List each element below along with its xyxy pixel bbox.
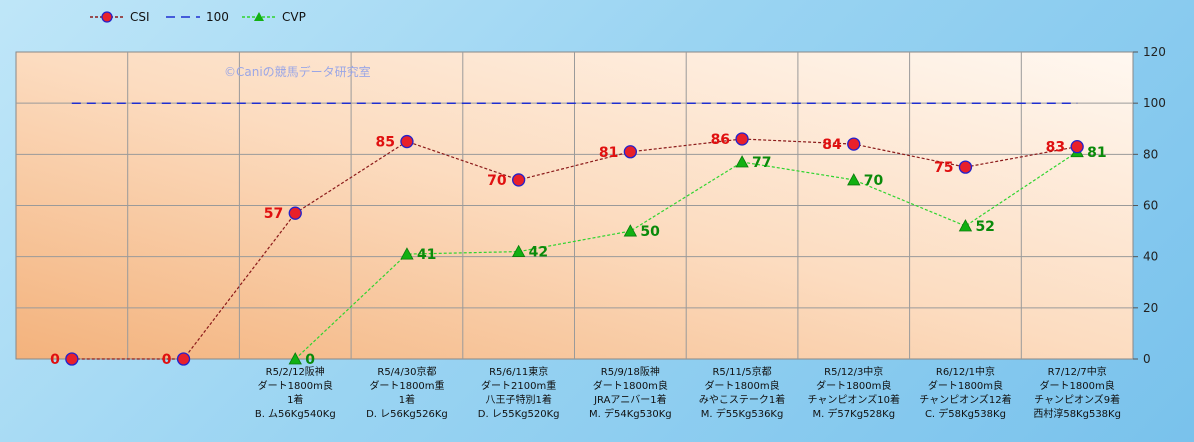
- x-category-line: チャンピオンズ9着: [1034, 393, 1120, 406]
- csi-data-label: 70: [487, 173, 507, 189]
- legend-label: CSI: [130, 10, 150, 24]
- x-category-line: 1着: [287, 393, 303, 406]
- x-category-label: R5/11/5京都ダート1800m良みやこステーク1着 M. デ55Kg536Kg: [699, 365, 785, 420]
- x-category-line: R7/12/7中京: [1048, 365, 1107, 378]
- cvp-data-label: 50: [640, 224, 660, 240]
- x-category-label: R5/12/3中京ダート1800m良チャンピオンズ10着 M. デ57Kg528K…: [808, 365, 900, 420]
- x-category-line: チャンピオンズ10着: [808, 393, 900, 406]
- csi-marker: [623, 145, 637, 159]
- x-category-line: R5/4/30京都: [377, 365, 436, 378]
- x-category-line: D. レ55Kg520Kg: [478, 409, 560, 420]
- x-category-line: ダート2100m重: [481, 379, 556, 392]
- cvp-data-label: 77: [752, 155, 771, 171]
- cvp-data-label: 42: [529, 245, 548, 261]
- x-category-line: R5/11/5京都: [712, 365, 771, 378]
- cvp-data-label: 70: [864, 173, 884, 189]
- x-category-line: M. デ57Kg528Kg: [812, 407, 895, 420]
- y-tick-label: 100: [1143, 96, 1166, 110]
- x-category-line: ダート1800m良: [258, 379, 333, 392]
- x-category-line: ダート1800m良: [816, 379, 891, 392]
- csi-marker: [735, 132, 749, 146]
- series-group: 0 41 42 50 77 70 52 81 0 0 57 85 70 81 86 84 75 83: [50, 102, 1107, 368]
- y-tick-label: 0: [1143, 352, 1151, 366]
- series-csi-line: [71, 138, 1078, 360]
- x-category-label: R5/2/12阪神ダート1800m良 1着 B. ム56Kg540Kg: [255, 365, 336, 420]
- legend-marker: [101, 11, 113, 23]
- cvp-marker: [400, 247, 414, 260]
- x-category-label: R7/12/7中京ダート1800m良チャンピオンズ9着西村淳58Kg538Kg: [1033, 365, 1121, 420]
- csi-data-label: 57: [264, 206, 283, 222]
- csi-marker: [1070, 140, 1084, 154]
- x-axis-labels: R5/2/12阪神ダート1800m良 1着 B. ム56Kg540KgR5/4/30…: [255, 365, 1121, 420]
- csi-marker: [400, 134, 414, 149]
- x-category-line: チャンピオンズ12着: [919, 393, 1011, 406]
- csi-data-label: 0: [162, 352, 172, 368]
- csi-data-label: 0: [50, 352, 60, 368]
- x-category-line: ダート1800m良: [1040, 379, 1115, 392]
- y-tick-label: 60: [1143, 199, 1158, 213]
- cvp-marker: [511, 244, 526, 257]
- cvp-marker: [288, 352, 302, 365]
- csi-data-label: 84: [822, 137, 842, 153]
- x-category-line: みやこステーク1着: [699, 393, 785, 406]
- legend-label: 100: [206, 10, 229, 24]
- y-axis: 0 20 40 60 80 100 120: [1133, 45, 1166, 366]
- x-category-label: R5/9/18阪神ダート1800m良 JRAアニバー1着 M. デ54Kg530Kg: [589, 365, 672, 420]
- cvp-marker: [735, 155, 749, 168]
- csi-marker: [512, 173, 526, 187]
- x-category-line: C. デ58Kg538Kg: [925, 407, 1006, 420]
- x-category-line: 西村淳58Kg538Kg: [1033, 407, 1121, 420]
- x-category-line: M. デ55Kg536Kg: [701, 407, 784, 420]
- y-tick-label: 20: [1143, 301, 1158, 315]
- x-category-line: 1着: [399, 393, 415, 406]
- cvp-marker: [623, 224, 638, 237]
- y-tick-label: 40: [1143, 250, 1158, 264]
- y-tick-label: 120: [1143, 45, 1166, 59]
- x-category-line: M. デ54Kg530Kg: [589, 407, 672, 420]
- cvp-data-label: 81: [1087, 145, 1106, 161]
- csi-marker: [65, 352, 79, 366]
- watermark: ©Caniの競馬データ研究室: [224, 64, 371, 79]
- cvp-data-label: 41: [417, 247, 436, 263]
- x-category-line: R5/6/11東京: [489, 365, 548, 378]
- x-category-line: ダート1800m良: [704, 379, 779, 392]
- legend-marker: [254, 12, 264, 21]
- x-category-line: 八王子特別1着: [485, 393, 551, 406]
- x-category-line: B. ム56Kg540Kg: [255, 408, 336, 420]
- x-category-line: R6/12/1中京: [936, 365, 995, 378]
- x-category-label: R5/4/30京都ダート1800m重 1着 D. レ56Kg526Kg: [366, 365, 448, 420]
- x-category-line: ダート1800m重: [369, 379, 444, 392]
- x-category-line: R5/2/12阪神: [266, 365, 325, 378]
- csi-data-label: 83: [1046, 140, 1065, 156]
- csi-marker: [176, 352, 191, 366]
- x-category-line: ダート1800m良: [928, 379, 1003, 392]
- x-category-label: R5/6/11東京ダート2100m重八王子特別1着 D. レ55Kg520Kg: [478, 365, 560, 420]
- x-category-line: D. レ56Kg526Kg: [366, 409, 448, 420]
- legend: CSI 100 CVP: [90, 10, 306, 24]
- csi-marker: [958, 160, 973, 174]
- x-category-line: R5/9/18阪神: [601, 365, 660, 378]
- cvp-marker: [958, 219, 973, 232]
- csi-marker: [847, 137, 861, 151]
- cvp-data-label: 0: [305, 352, 315, 368]
- csi-data-label: 75: [934, 160, 953, 176]
- csi-data-label: 86: [711, 132, 730, 148]
- csi-data-label: 85: [375, 135, 394, 151]
- cvp-marker: [847, 173, 861, 186]
- cvp-data-label: 52: [975, 219, 994, 235]
- y-tick-label: 80: [1143, 147, 1158, 161]
- x-category-line: ダート1800m良: [593, 379, 668, 392]
- x-category-line: R5/12/3中京: [824, 365, 883, 378]
- csi-marker: [288, 206, 302, 220]
- legend-label: CVP: [282, 10, 306, 24]
- csi-data-label: 81: [599, 145, 618, 161]
- x-category-label: R6/12/1中京ダート1800m良チャンピオンズ12着 C. デ58Kg538K…: [919, 365, 1011, 420]
- series-cvp-line: [294, 151, 1078, 360]
- x-category-line: JRAアニバー1着: [593, 393, 667, 406]
